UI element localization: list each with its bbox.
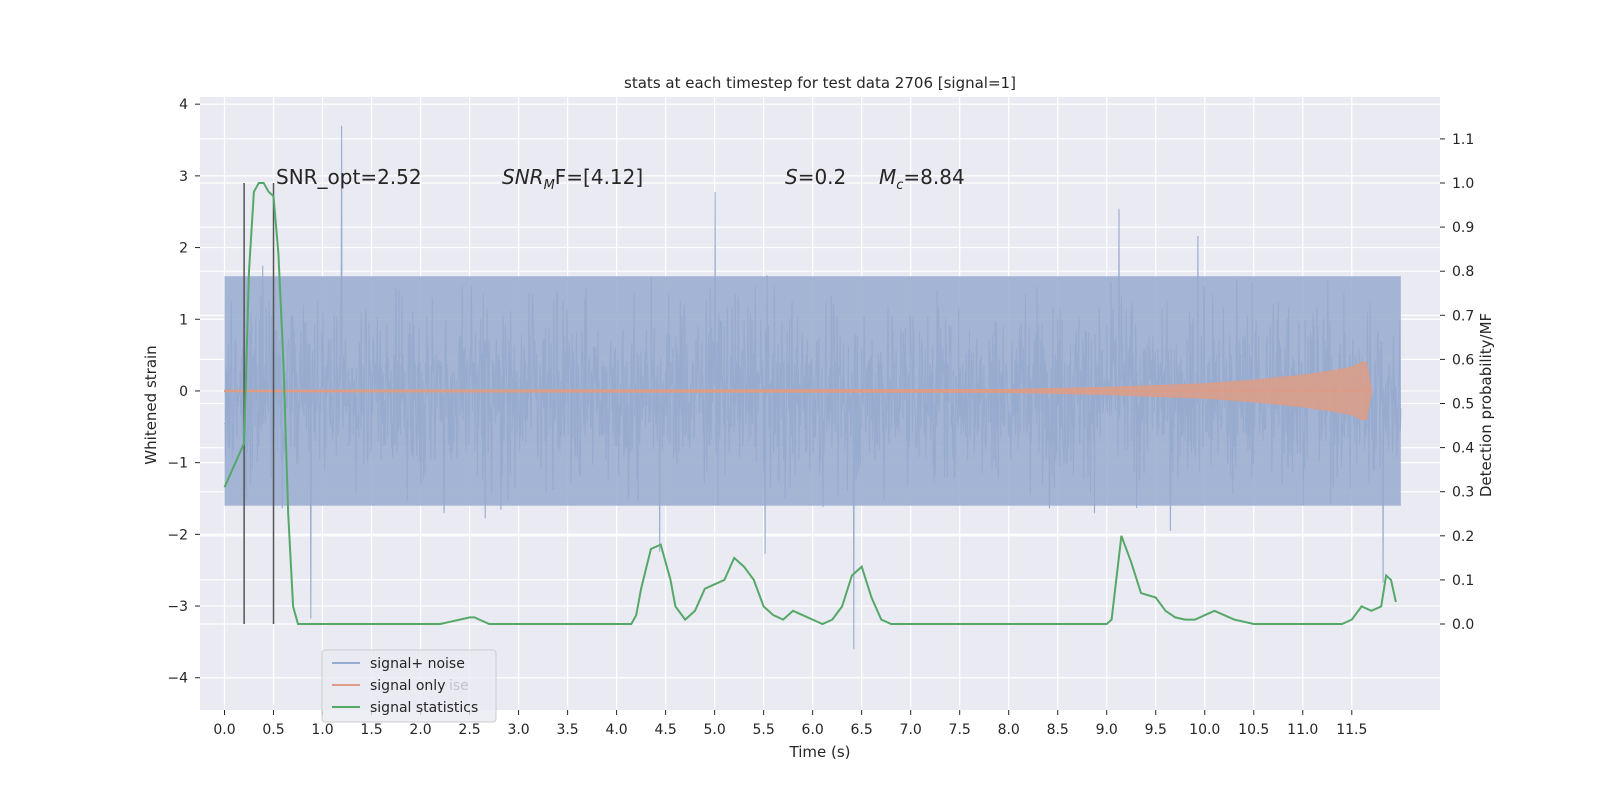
y-axis-label: Whitened strain xyxy=(142,345,160,464)
x-tick-label: 1.0 xyxy=(311,722,333,738)
y2-tick-label: 0.1 xyxy=(1452,573,1474,589)
annotation-s: S=0.2 xyxy=(785,165,846,189)
x-tick-label: 6.0 xyxy=(802,722,824,738)
x-tick-label: 1.5 xyxy=(360,722,382,738)
y2-tick-label: 0.8 xyxy=(1452,264,1474,280)
x-tick-label: 10.5 xyxy=(1238,722,1269,738)
x-tick-label: 3.0 xyxy=(507,722,529,738)
y-tick-label: 3 xyxy=(179,169,188,185)
y-tick-labels: 4 3 2 1 0 −1 −2 −3 −4 xyxy=(167,97,200,687)
annotation-mc-subscript: c xyxy=(896,178,903,193)
x-tick-label: 10.0 xyxy=(1189,722,1220,738)
chart-title: stats at each timestep for test data 270… xyxy=(624,74,1016,92)
y2-tick-label: 0.7 xyxy=(1452,308,1474,324)
x-tick-label: 11.5 xyxy=(1336,722,1367,738)
y2-axis-label: Detection probability/MF xyxy=(1477,313,1495,497)
x-tick-label: 4.0 xyxy=(605,722,627,738)
annotation-snr-mf-symbol: SNR xyxy=(502,165,544,189)
y2-tick-label: 0.6 xyxy=(1452,352,1474,368)
y2-tick-label: 1.1 xyxy=(1452,132,1474,148)
annotation-snr-mf-value: F=[4.12] xyxy=(555,165,643,189)
signal-statistics-series xyxy=(223,182,1397,626)
y-tick-label: −4 xyxy=(167,671,188,687)
annotation-mc-symbol: M xyxy=(879,165,896,189)
y2-tick-label: 0.5 xyxy=(1452,397,1474,413)
legend-label-signal: signal only xyxy=(370,678,445,694)
y-tick-label: 2 xyxy=(179,241,188,257)
statistics-line xyxy=(223,182,1397,626)
x-tick-label: 11.0 xyxy=(1287,722,1318,738)
y2-tick-label: 0.2 xyxy=(1452,529,1474,545)
x-tick-label: 7.0 xyxy=(900,722,922,738)
vertical-markers xyxy=(243,182,275,625)
x-tick-label: 3.5 xyxy=(556,722,578,738)
x-tick-label: 6.5 xyxy=(851,722,873,738)
x-tick-label: 2.0 xyxy=(409,722,431,738)
x-tick-label: 7.5 xyxy=(949,722,971,738)
legend: ise signal+ noise signal only signal sta… xyxy=(321,649,497,723)
signal-only-series xyxy=(224,361,1372,421)
x-tick-labels: 0.0 0.5 1.0 1.5 2.0 2.5 3.0 3.5 4.0 4.5 5.0 5.5 6.0 6… xyxy=(213,710,1367,738)
x-tick-label: 5.5 xyxy=(753,722,775,738)
y-tick-label: −2 xyxy=(167,527,188,543)
x-axis-label: Time (s) xyxy=(789,743,851,761)
legend-label-noise: signal+ noise xyxy=(370,656,465,672)
x-tick-label: 9.5 xyxy=(1145,722,1167,738)
x-tick-label: 8.0 xyxy=(998,722,1020,738)
y-tick-label: −3 xyxy=(167,599,188,615)
x-tick-label: 9.0 xyxy=(1096,722,1118,738)
y2-tick-label: 0.4 xyxy=(1452,441,1474,457)
y-tick-label: −1 xyxy=(167,456,188,472)
x-tick-label: 2.5 xyxy=(458,722,480,738)
legend-ghost-text: ise xyxy=(449,678,469,694)
y2-tick-label: 0.9 xyxy=(1452,220,1474,236)
x-tick-label: 0.0 xyxy=(213,722,235,738)
annotation-s-value: =0.2 xyxy=(798,165,847,189)
annotation-snr-mf: SNRMF=[4.12] xyxy=(502,165,643,193)
x-tick-label: 4.5 xyxy=(654,722,676,738)
annotation-s-symbol: S xyxy=(785,165,798,189)
x-tick-label: 0.5 xyxy=(262,722,284,738)
y-tick-label: 4 xyxy=(179,97,188,113)
y2-tick-labels: 1.1 1.0 0.9 0.8 0.7 0.6 0.5 0.4 0.3 0.2 0.1 0.0 xyxy=(1440,132,1474,633)
x-tick-label: 5.0 xyxy=(703,722,725,738)
y-tick-label: 1 xyxy=(179,312,188,328)
annotation-mc: Mc=8.84 xyxy=(879,165,965,193)
annotation-snr-mf-subscript: M xyxy=(544,178,555,193)
legend-box xyxy=(321,649,497,723)
y2-tick-label: 0.3 xyxy=(1452,485,1474,501)
annotation-mc-value: =8.84 xyxy=(903,165,964,189)
legend-label-stats: signal statistics xyxy=(370,700,478,716)
y2-tick-label: 0.0 xyxy=(1452,617,1474,633)
annotation-snr-opt: SNR_opt=2.52 xyxy=(276,165,422,189)
x-tick-label: 8.5 xyxy=(1047,722,1069,738)
y2-tick-label: 1.0 xyxy=(1452,176,1474,192)
y-tick-label: 0 xyxy=(179,384,188,400)
